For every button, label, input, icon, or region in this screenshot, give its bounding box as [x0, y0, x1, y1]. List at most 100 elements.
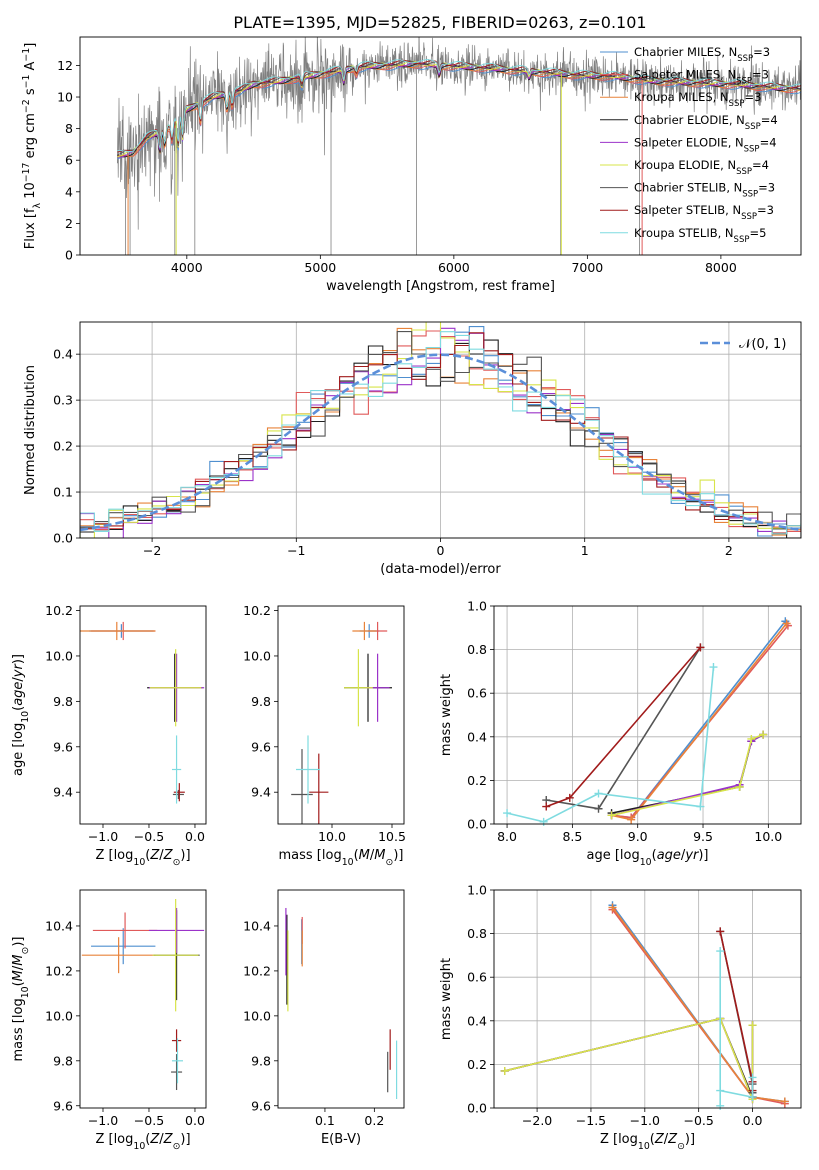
- weight-vs-age-panel: 8.0 8.5 9.0 9.5 10.0 0.0 0.2 0.4 0.6 0.8 1.0 age [l…: [439, 599, 802, 868]
- series-marker-salpeter-stelib: [542, 802, 551, 811]
- x-tick-label: −0.5: [683, 1113, 713, 1128]
- series-marker-kroupa-stelib: [503, 809, 512, 818]
- normal-curve: [80, 353, 801, 532]
- series-marker-salpeter-stelib: [716, 927, 725, 936]
- series-marker-kroupa-stelib: [696, 802, 705, 811]
- x-tick-label: 4000: [171, 260, 203, 275]
- series-marker-kroupa-stelib: [716, 947, 725, 956]
- x-axis-label: Z [log10(Z/Z⊙)]: [600, 1132, 695, 1152]
- x-tick-label: 7000: [571, 260, 603, 275]
- series-marker-kroupa-miles: [782, 619, 791, 628]
- mass-vs-Z-panel: −1.0 −0.5 0.0 9.6 9.8 10.0 10.2 10.4 Z [log10(Z/…: [11, 889, 207, 1152]
- y-tick-label: 9.8: [251, 694, 271, 709]
- x-tick-label: 1: [581, 543, 589, 558]
- x-tick-label: 2: [725, 543, 733, 558]
- axes-frame: [493, 605, 802, 825]
- series-marker-kroupa-miles: [627, 815, 636, 824]
- legend-label-kroupa-stelib: Kroupa STELIB, NSSP=5: [634, 226, 766, 245]
- y-tick-label: 0.2: [467, 773, 487, 788]
- y-tick-label: 10.2: [243, 603, 271, 618]
- series-marker-kroupa-stelib: [748, 1093, 757, 1102]
- x-tick-label: 6000: [438, 260, 470, 275]
- x-tick-label: 10.5: [378, 829, 406, 844]
- residuals-panel: −2 −1 0 1 2 0.0 0.1 0.2 0.3 0.4 (data-model)/error…: [23, 321, 802, 577]
- y-tick-label: 0.4: [467, 729, 487, 744]
- x-tick-label: −0.5: [134, 1113, 164, 1128]
- y-tick-label: 10.4: [243, 918, 271, 933]
- x-tick-label: 0.0: [743, 1113, 763, 1128]
- hist-kroupa-stelib: [80, 331, 801, 535]
- x-tick-label: −2: [143, 543, 161, 558]
- y-tick-label: 9.8: [251, 1053, 271, 1068]
- y-tick-label: 0.0: [467, 1101, 487, 1116]
- x-tick-label: 0.0: [185, 1113, 205, 1128]
- y-tick-label: 10.4: [45, 918, 73, 933]
- y-tick-label: 10: [57, 90, 73, 105]
- y-tick-label: 9.8: [53, 694, 73, 709]
- y-tick-label: 10.0: [45, 1008, 73, 1023]
- weight-vs-Z-panel: −2.0 −1.5 −1.0 −0.5 0.0 0.0 0.2 0.4 0.6 0.8 1.0 Z […: [439, 883, 802, 1152]
- y-tick-label: 0.8: [467, 926, 487, 941]
- series-marker-kroupa-miles: [780, 1097, 789, 1106]
- y-tick-label: 10.2: [45, 963, 73, 978]
- x-axis-label: (data-model)/error: [380, 562, 501, 577]
- series-marker-kroupa-elodie: [748, 1021, 757, 1030]
- x-tick-label: 0.2: [364, 1113, 384, 1128]
- y-tick-label: 6: [65, 153, 73, 168]
- x-tick-label: 0: [437, 543, 445, 558]
- series-marker-chabrier-stelib: [594, 804, 603, 813]
- x-tick-label: 0.0: [185, 829, 205, 844]
- x-tick-label: 5000: [304, 260, 336, 275]
- x-tick-label: 10.0: [754, 829, 782, 844]
- series-marker-kroupa-stelib: [716, 1086, 725, 1095]
- x-tick-label: −1.0: [88, 829, 118, 844]
- legend-label-salpeter-elodie: Salpeter ELODIE, NSSP=4: [634, 135, 777, 154]
- y-tick-label: 0.4: [467, 1013, 487, 1028]
- series-marker-kroupa-stelib: [539, 817, 548, 826]
- y-tick-label: 2: [65, 216, 73, 231]
- y-tick-label: 9.4: [53, 785, 73, 800]
- axes-frame: [277, 889, 405, 1109]
- spectrum-model-kroupa-stelib: [117, 59, 801, 152]
- legend-label-chabrier-elodie: Chabrier ELODIE, NSSP=4: [634, 113, 778, 132]
- y-axis-label: age [log10(age/yr)]: [11, 654, 31, 776]
- hist-chabrier-stelib: [80, 331, 801, 535]
- x-tick-label: −1: [287, 543, 305, 558]
- x-axis-label: age [log10(age/yr)]: [586, 848, 708, 868]
- age-vs-Z-panel: −1.0 −0.5 0.0 9.4 9.6 9.8 10.0 10.2 Z [log10(Z/Z…: [11, 603, 207, 868]
- x-tick-label: 10.0: [318, 829, 346, 844]
- series-marker-kroupa-stelib: [748, 1073, 757, 1082]
- legend-label-chabrier-stelib: Chabrier STELIB, NSSP=3: [634, 181, 775, 200]
- series-marker-salpeter-stelib: [696, 643, 705, 652]
- x-tick-label: −1.5: [576, 1113, 606, 1128]
- series-marker-kroupa-elodie: [759, 730, 768, 739]
- series-line-kroupa-elodie: [611, 733, 764, 817]
- series-marker-kroupa-miles: [608, 903, 617, 912]
- legend-label-kroupa-elodie: Kroupa ELODIE, NSSP=4: [634, 158, 769, 177]
- y-tick-label: 10.2: [45, 603, 73, 618]
- y-tick-label: 10.0: [243, 648, 271, 663]
- figure-title: PLATE=1395, MJD=52825, FIBERID=0263, z=0…: [233, 13, 646, 32]
- axes-frame: [79, 321, 802, 539]
- y-tick-label: 9.8: [53, 1053, 73, 1068]
- series-marker-salpeter-stelib: [565, 793, 574, 802]
- x-axis-label: E(B-V): [321, 1132, 361, 1147]
- axes-frame: [277, 605, 405, 825]
- x-axis-label: wavelength [Angstrom, rest frame]: [326, 279, 555, 294]
- x-tick-label: 9.0: [628, 829, 648, 844]
- legend-label-salpeter-stelib: Salpeter STELIB, NSSP=3: [634, 203, 774, 222]
- y-tick-label: 0.1: [53, 485, 73, 500]
- series-marker-kroupa-elodie: [735, 782, 744, 791]
- x-tick-label: −1.0: [630, 1113, 660, 1128]
- y-tick-label: 8: [65, 121, 73, 136]
- series-line-kroupa-elodie: [504, 1017, 754, 1100]
- y-tick-label: 1.0: [467, 883, 487, 898]
- y-axis-label: Normed distribution: [23, 365, 38, 495]
- axes-frame: [79, 889, 207, 1109]
- x-tick-label: 9.5: [693, 829, 713, 844]
- y-axis-label: mass weight: [439, 674, 454, 756]
- y-tick-label: 4: [65, 184, 73, 199]
- y-tick-label: 0.6: [467, 686, 487, 701]
- y-tick-label: 9.6: [53, 739, 73, 754]
